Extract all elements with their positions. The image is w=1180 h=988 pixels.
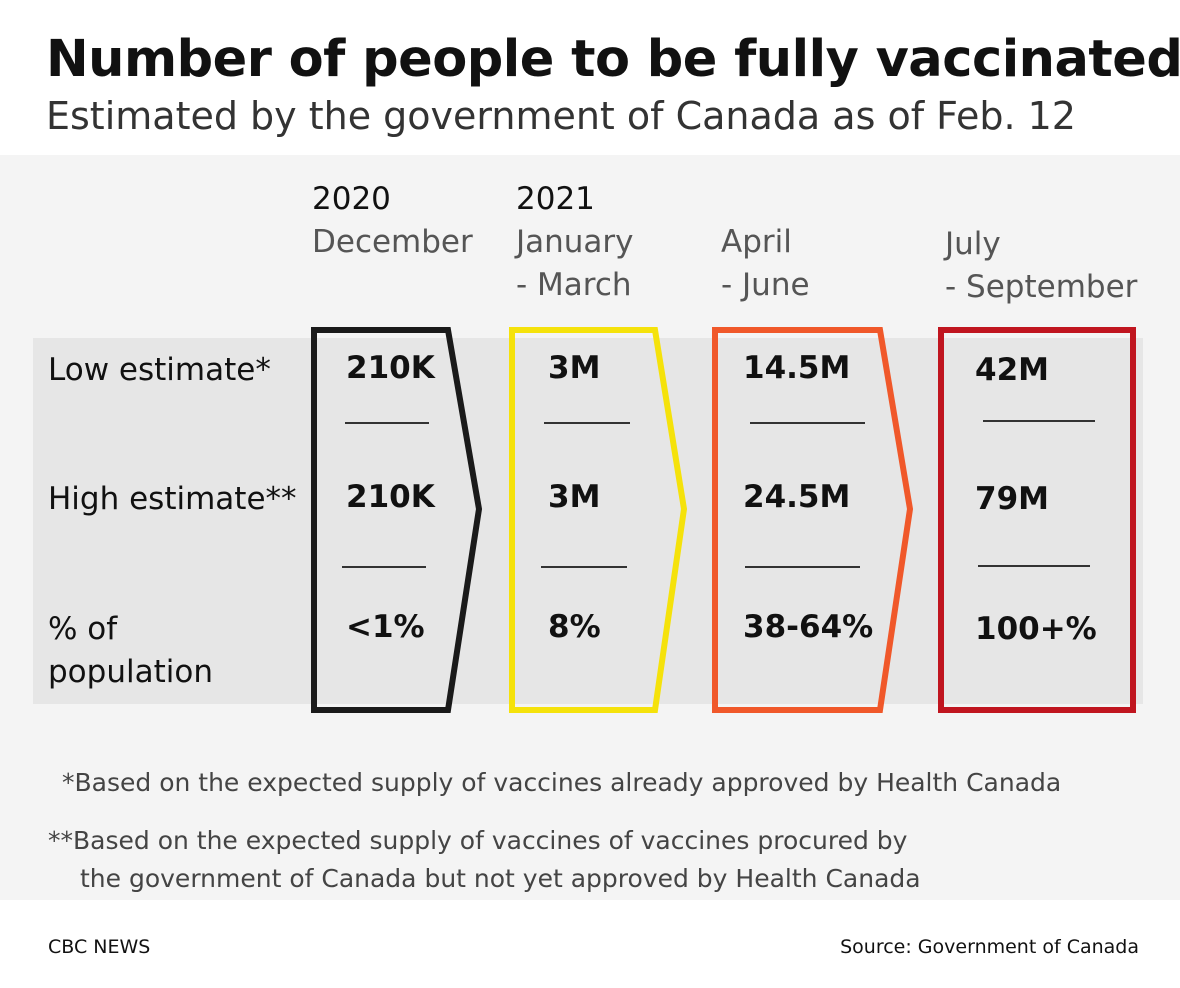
value-high-december: 210K <box>346 479 435 515</box>
period-arrow-jan-march <box>509 327 688 713</box>
row-label-pct-line1: % of <box>48 611 118 647</box>
row-label-pct: % of population <box>48 608 213 694</box>
period-range: January - March <box>516 224 634 303</box>
value-high-jan-march: 3M <box>548 479 601 515</box>
divider <box>342 566 426 568</box>
divider <box>983 420 1095 422</box>
row-label-low: Low estimate* <box>48 352 271 388</box>
value-low-april-june: 14.5M <box>743 350 851 386</box>
divider <box>745 566 860 568</box>
value-high-july-september: 79M <box>975 481 1049 517</box>
page-title: Number of people to be fully vaccinated <box>46 30 1180 89</box>
period-year: 2020 <box>312 181 391 217</box>
value-high-april-june: 24.5M <box>743 479 851 515</box>
data-band <box>33 338 1143 704</box>
footnote-low: *Based on the expected supply of vaccine… <box>62 768 1062 797</box>
value-pct-april-june: 38-64% <box>743 609 874 645</box>
footnote-high-line2: the government of Canada but not yet app… <box>80 864 921 893</box>
divider <box>978 565 1090 567</box>
value-low-july-september: 42M <box>975 352 1049 388</box>
period-heading-jan-march: 2021 January - March <box>516 178 634 307</box>
value-low-december: 210K <box>346 350 435 386</box>
page-subtitle: Estimated by the government of Canada as… <box>46 94 1076 138</box>
value-low-jan-march: 3M <box>548 350 601 386</box>
value-pct-jan-march: 8% <box>548 609 601 645</box>
divider <box>541 566 627 568</box>
row-label-high: High estimate** <box>48 481 297 517</box>
value-pct-july-september: 100+% <box>975 611 1097 647</box>
divider <box>544 422 630 424</box>
divider <box>750 422 865 424</box>
period-range: July - September <box>945 226 1138 305</box>
period-arrow-december <box>311 327 483 713</box>
period-heading-july-september: July - September <box>945 223 1137 309</box>
period-year: 2021 <box>516 181 595 217</box>
source-label: Source: Government of Canada <box>840 936 1139 958</box>
period-heading-april-june: April - June <box>721 221 810 307</box>
period-arrow-april-june <box>712 327 914 713</box>
row-label-pct-line2: population <box>48 654 213 690</box>
period-heading-december: 2020 December <box>312 178 473 264</box>
brand-label: CBC NEWS <box>48 936 151 958</box>
value-pct-december: <1% <box>346 609 425 645</box>
divider <box>345 422 429 424</box>
period-box-july-september <box>938 327 1136 713</box>
period-range: December <box>312 224 473 260</box>
footnote-high-line1: **Based on the expected supply of vaccin… <box>48 826 908 855</box>
period-range: April - June <box>721 224 810 303</box>
